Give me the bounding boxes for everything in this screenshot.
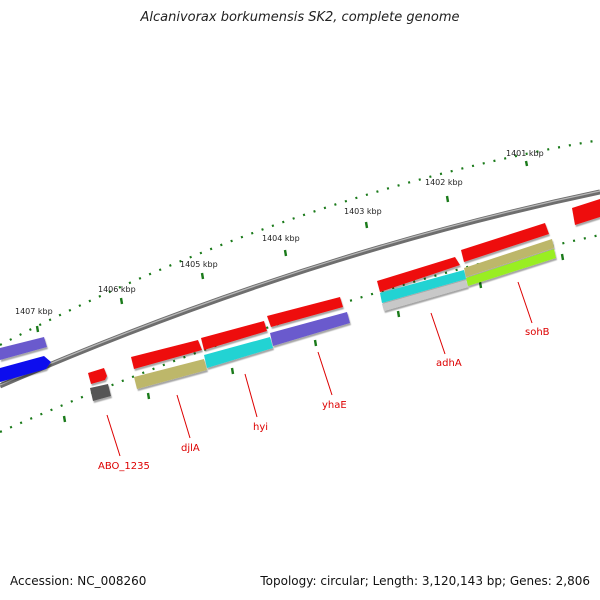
map-title: Alcanivorax borkumensis SK2, complete ge… bbox=[140, 10, 460, 25]
gene-feature-abo1235 bbox=[88, 368, 107, 384]
label-leader-lines bbox=[106, 281, 533, 457]
product-band-sohb-lime bbox=[466, 249, 556, 286]
major-tick bbox=[396, 310, 401, 318]
product-band-sohb bbox=[464, 239, 554, 277]
outer-tick-ring bbox=[0, 138, 600, 346]
major-tick bbox=[62, 415, 67, 423]
gene-feature-purple-left bbox=[0, 337, 47, 360]
gene-label-abo1235: ABO_1235 bbox=[98, 461, 150, 472]
gene-feature-right-edge bbox=[572, 199, 600, 225]
leader-abo1235 bbox=[106, 414, 121, 457]
gene-feature-adha bbox=[377, 257, 460, 292]
major-tick bbox=[560, 253, 565, 261]
major-tick bbox=[364, 221, 369, 229]
outer-major-ticks bbox=[35, 160, 529, 333]
genome-backbone bbox=[0, 189, 600, 389]
inner-major-ticks bbox=[62, 253, 565, 423]
genome-stats-text: Topology: circular; Length: 3,120,143 bp… bbox=[260, 574, 590, 588]
major-tick bbox=[478, 281, 483, 289]
product-band-adha bbox=[380, 270, 466, 303]
leader-hyi bbox=[244, 373, 258, 418]
leader-adha bbox=[430, 312, 446, 355]
product-band-adha-grey bbox=[382, 280, 468, 311]
gene-feature-yhae bbox=[267, 297, 343, 327]
major-tick bbox=[283, 249, 288, 257]
gene-label-djla: djlA bbox=[181, 443, 200, 454]
gene-feature-blue-left bbox=[0, 356, 51, 382]
major-tick bbox=[146, 392, 151, 400]
major-tick bbox=[524, 160, 529, 167]
major-tick bbox=[445, 195, 450, 203]
leader-djla bbox=[176, 394, 191, 439]
major-tick bbox=[313, 339, 318, 347]
tick-label-1401: 1401 kbp bbox=[506, 149, 544, 158]
tick-label-1402: 1402 kbp bbox=[425, 178, 463, 187]
gene-label-sohb: sohB bbox=[525, 327, 550, 338]
tick-label-1403: 1403 kbp bbox=[344, 207, 382, 216]
major-tick bbox=[35, 325, 40, 333]
major-tick bbox=[230, 367, 235, 375]
gene-feature-abo1235-product bbox=[90, 384, 111, 401]
product-band-hyi bbox=[204, 337, 273, 368]
gene-label-yhae: yhaE bbox=[322, 400, 347, 411]
genome-backbone-highlight bbox=[0, 190, 600, 386]
tick-label-1405: 1405 kbp bbox=[180, 260, 218, 269]
product-band-djla bbox=[134, 359, 207, 389]
tick-label-1406: 1406 kbp bbox=[98, 285, 136, 294]
leader-sohb bbox=[517, 281, 533, 324]
major-tick bbox=[200, 272, 205, 280]
gene-feature-djla bbox=[131, 340, 202, 369]
gene-label-hyi: hyi bbox=[253, 422, 268, 433]
tick-label-1404: 1404 kbp bbox=[262, 234, 300, 243]
product-band-yhae bbox=[270, 312, 350, 346]
accession-text: Accession: NC_008260 bbox=[10, 574, 147, 588]
major-tick bbox=[119, 297, 124, 305]
gene-feature-sohb bbox=[461, 223, 549, 262]
tick-label-1407: 1407 kbp bbox=[15, 307, 53, 316]
leader-yhae bbox=[317, 351, 333, 396]
gene-label-adha: adhA bbox=[436, 358, 462, 369]
gene-feature-hyi bbox=[201, 321, 267, 350]
